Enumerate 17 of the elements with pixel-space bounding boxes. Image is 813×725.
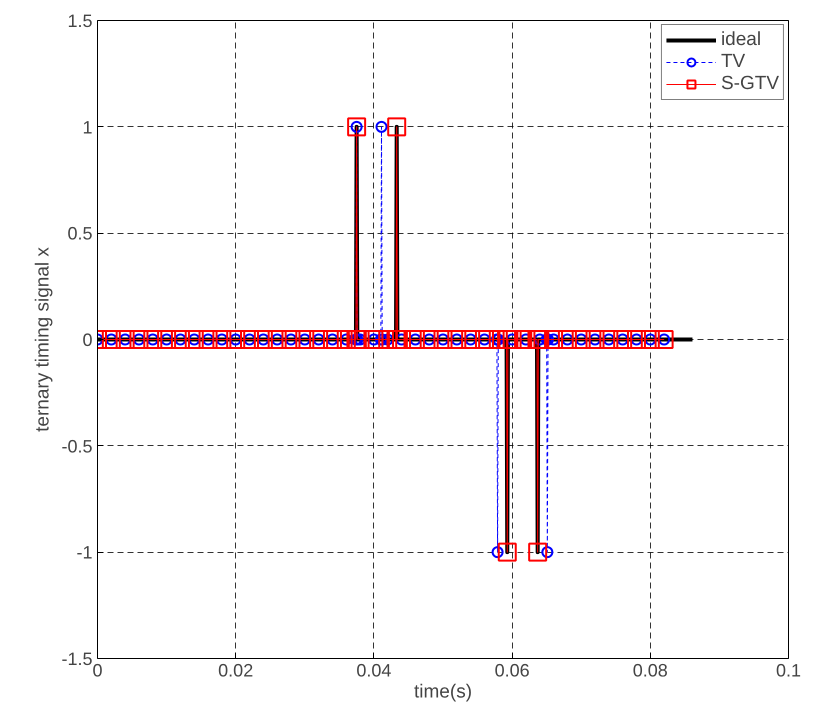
x-tick-label: 0.08: [632, 660, 668, 680]
y-axis-title: ternary timing signal x: [32, 246, 54, 432]
legend-label: TV: [720, 51, 746, 73]
x-tick-label: 0.06: [494, 660, 530, 680]
y-tick-label: 1.5: [67, 11, 93, 31]
legend-label: S-GTV: [720, 73, 779, 95]
x-tick-label: 0.04: [356, 660, 392, 680]
y-tick-label: -1.5: [61, 649, 93, 669]
y-tick-label: 1: [82, 117, 93, 138]
x-axis-title: time(s): [414, 682, 472, 702]
y-tick-label: 0: [82, 330, 93, 350]
x-tick-label: 0.1: [776, 660, 802, 680]
legend-label: ideal: [720, 29, 762, 51]
y-tick-label: -1: [76, 542, 93, 563]
y-tick-label: 0.5: [67, 224, 93, 244]
x-tick-label: 0.02: [218, 660, 254, 680]
y-tick-label: -0.5: [61, 436, 93, 456]
